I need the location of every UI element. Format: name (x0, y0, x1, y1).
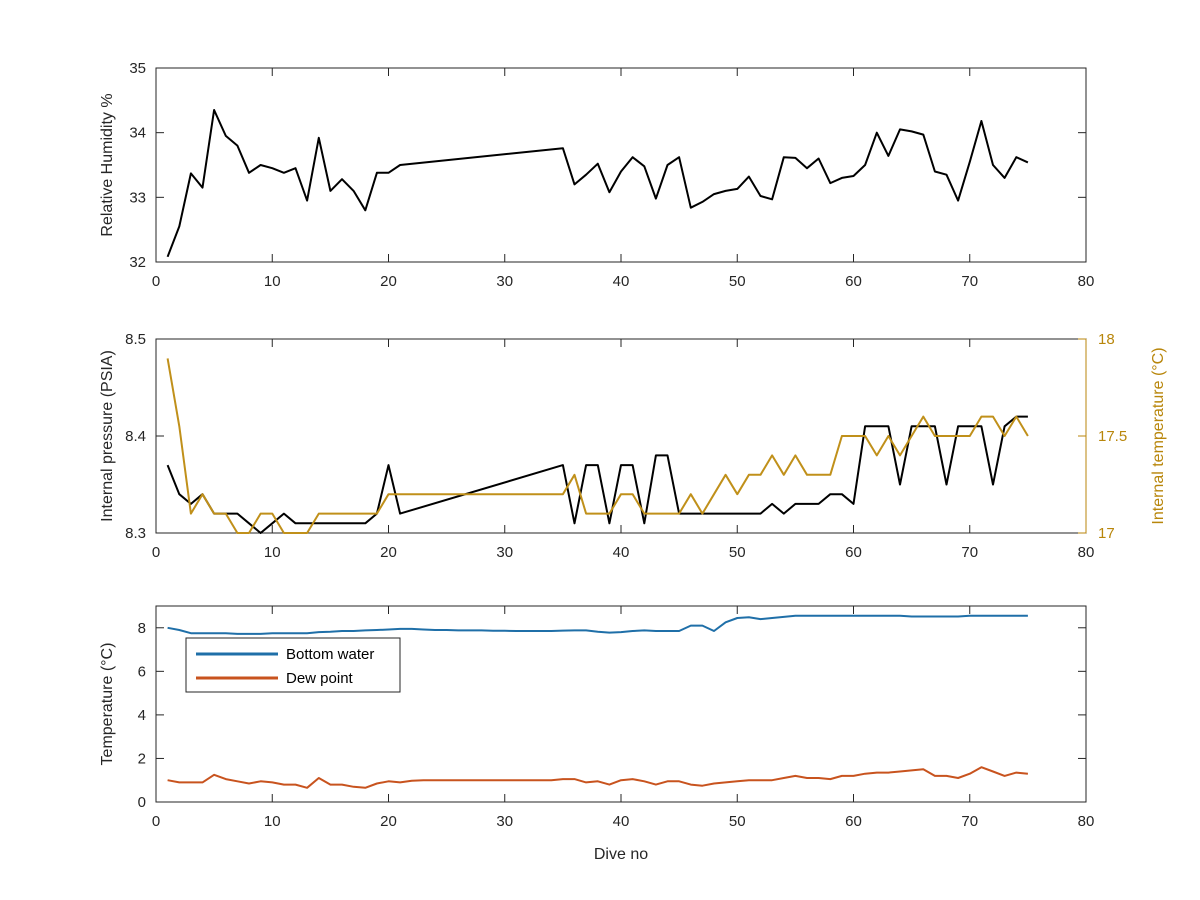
x-tick-label: 20 (380, 544, 397, 561)
x-tick-label: 80 (1078, 813, 1095, 830)
x-tick-label: 70 (961, 813, 978, 830)
y-tick-label: 8.4 (125, 428, 146, 445)
y-axis-title: Temperature (°C) (99, 643, 116, 766)
x-tick-label: 20 (380, 273, 397, 290)
x-tick-label: 70 (961, 544, 978, 561)
y-tick-label: 2 (138, 750, 146, 767)
panel-1: 0 10 20 30 40 50 60 70 80 32 33 34 35 Relative Humidi… (99, 60, 1094, 290)
x-tick-label: 60 (845, 544, 862, 561)
y-axis-title-right: Internal temperature (°C) (1150, 347, 1167, 524)
y-tick-label: 6 (138, 663, 146, 680)
x-tick-label: 70 (961, 273, 978, 290)
y-tick-label: 0 (138, 794, 146, 811)
legend-box (185, 637, 401, 693)
y-tick-label: 33 (129, 189, 146, 206)
y-tick-label: 32 (129, 254, 146, 271)
x-tick-label: 50 (729, 273, 746, 290)
y-axis-title: Relative Humidity % (99, 93, 116, 236)
legend-label: Dew point (286, 670, 354, 687)
series-bottom-water (167, 614, 1028, 635)
y-tick-label: 8.3 (125, 525, 146, 542)
x-tick-label: 0 (152, 813, 160, 830)
y-tick-label: 8.5 (125, 331, 146, 348)
x-tick-label: 30 (496, 813, 513, 830)
legend-label: Bottom water (286, 646, 374, 663)
axes-box (155, 67, 1087, 263)
x-tick-label: 60 (845, 273, 862, 290)
y-tick-label: 34 (129, 125, 146, 142)
y-tick-label: 4 (138, 707, 146, 724)
axes-box (155, 605, 1087, 803)
panel-2: 0 10 20 30 40 50 60 70 80 8.3 8.4 8.5 17 17.5 18 Intern… (99, 331, 1167, 561)
x-axis-title: Dive no (594, 846, 648, 863)
y-axis-title: Internal pressure (PSIA) (99, 350, 116, 522)
x-tick-label: 20 (380, 813, 397, 830)
x-tick-label: 80 (1078, 544, 1095, 561)
x-tick-label: 40 (613, 813, 630, 830)
series-line-1 (166, 109, 1029, 258)
x-tick-label: 10 (264, 813, 281, 830)
panel-3: 0 10 20 30 40 50 60 70 80 0 2 4 6 8 Temperature (°C) Di… (99, 605, 1095, 863)
y-right-tick-label: 17 (1098, 525, 1115, 542)
series-dew-point (167, 766, 1028, 789)
y-tick-label: 8 (138, 620, 146, 637)
x-tick-label: 0 (152, 544, 160, 561)
x-tick-label: 40 (613, 544, 630, 561)
x-tick-label: 40 (613, 273, 630, 290)
x-tick-label: 30 (496, 273, 513, 290)
series-line-2 (166, 358, 1029, 534)
x-tick-label: 10 (264, 544, 281, 561)
x-tick-label: 0 (152, 273, 160, 290)
y-right-tick-label: 17.5 (1098, 428, 1127, 445)
x-tick-label: 10 (264, 273, 281, 290)
legend: Bottom water Dew point (185, 637, 401, 693)
x-tick-label: 30 (496, 544, 513, 561)
y-right-tick-label: 18 (1098, 331, 1115, 348)
x-tick-label: 50 (729, 544, 746, 561)
x-tick-label: 80 (1078, 273, 1095, 290)
y-tick-label: 35 (129, 60, 146, 77)
series-line-1 (166, 415, 1028, 534)
x-tick-label: 60 (845, 813, 862, 830)
x-tick-label: 50 (729, 813, 746, 830)
